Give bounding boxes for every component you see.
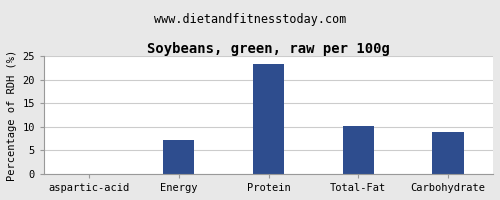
Y-axis label: Percentage of RDH (%): Percentage of RDH (%) bbox=[7, 49, 17, 181]
Bar bbox=[253, 64, 284, 174]
Bar bbox=[342, 126, 374, 174]
Bar bbox=[163, 140, 194, 174]
Text: www.dietandfitnesstoday.com: www.dietandfitnesstoday.com bbox=[154, 14, 346, 26]
Title: Soybeans, green, raw per 100g: Soybeans, green, raw per 100g bbox=[147, 42, 390, 56]
Bar bbox=[432, 132, 464, 174]
